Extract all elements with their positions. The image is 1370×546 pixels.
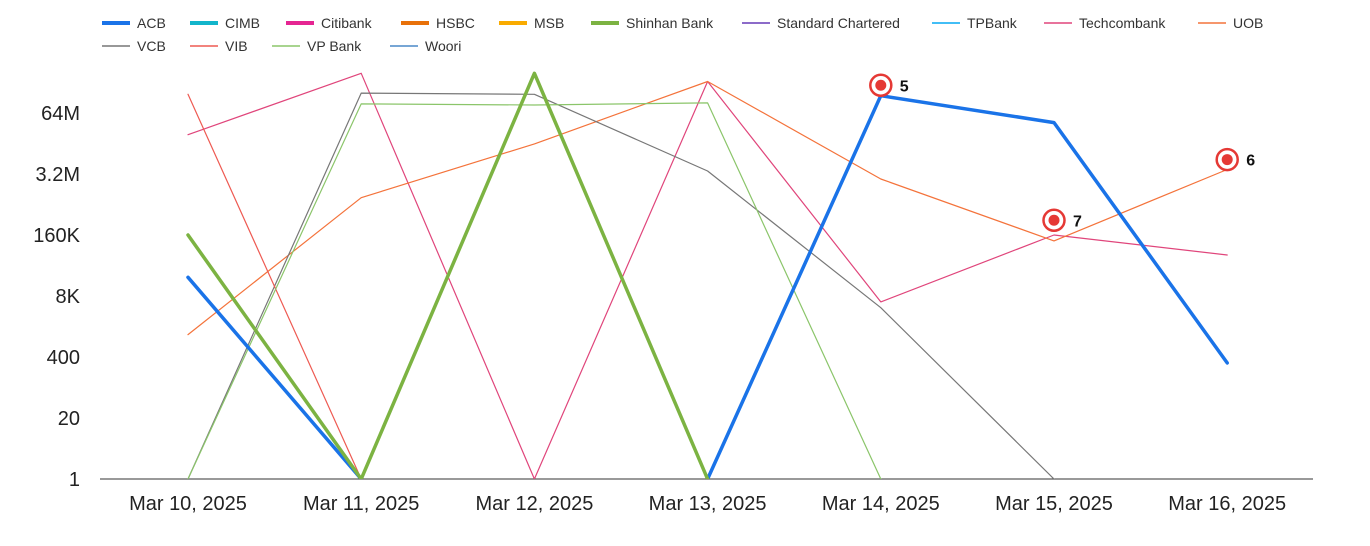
y-axis: 1 20 400 8K 160K 3.2M 64M xyxy=(33,103,80,491)
y-tick-label: 400 xyxy=(47,347,80,369)
x-tick-label: Mar 10, 2025 xyxy=(129,493,247,515)
legend-item-hsbc[interactable]: HSBC xyxy=(401,15,475,31)
legend-item-standard-chartered[interactable]: Standard Chartered xyxy=(742,15,900,31)
x-tick-label: Mar 11, 2025 xyxy=(303,493,419,515)
legend-item-woori[interactable]: Woori xyxy=(390,38,461,54)
series-line-acb xyxy=(705,93,1229,479)
annotation-label: 7 xyxy=(1073,213,1082,230)
y-tick-label: 20 xyxy=(58,408,80,430)
annotation-marker[interactable]: 7 xyxy=(1042,208,1083,233)
legend-label: MSB xyxy=(534,15,564,31)
legend-label: Citibank xyxy=(321,15,373,31)
annotation-dot xyxy=(1221,154,1233,166)
legend-item-vp-bank[interactable]: VP Bank xyxy=(272,38,362,54)
x-tick-label: Mar 15, 2025 xyxy=(995,493,1113,515)
annotation-marker[interactable]: 5 xyxy=(869,73,909,98)
x-axis: Mar 10, 2025 Mar 11, 2025 Mar 12, 2025 Mar … xyxy=(100,478,1313,515)
series-line-acb xyxy=(186,275,363,479)
x-tick-label: Mar 13, 2025 xyxy=(649,493,767,515)
legend-label: Standard Chartered xyxy=(777,15,900,31)
y-tick-label: 8K xyxy=(56,286,81,308)
legend-item-citibank[interactable]: Citibank xyxy=(286,15,373,31)
legend-label: UOB xyxy=(1233,15,1263,31)
series-line-techcombank xyxy=(187,72,1228,479)
legend-item-techcombank[interactable]: Techcombank xyxy=(1044,15,1166,31)
y-tick-label: 1 xyxy=(69,469,80,491)
x-tick-label: Mar 16, 2025 xyxy=(1168,493,1286,515)
plot-area xyxy=(186,71,1229,479)
legend-label: Shinhan Bank xyxy=(626,15,714,31)
x-tick-label: Mar 14, 2025 xyxy=(822,493,940,515)
legend-item-vcb[interactable]: VCB xyxy=(102,38,166,54)
series-line-vib xyxy=(187,93,362,479)
annotation-label: 5 xyxy=(900,78,909,95)
legend-item-cimb[interactable]: CIMB xyxy=(190,15,260,31)
legend-label: VCB xyxy=(137,38,166,54)
y-tick-label: 64M xyxy=(41,103,80,125)
legend-label: CIMB xyxy=(225,15,260,31)
x-tick-label: Mar 12, 2025 xyxy=(475,493,593,515)
annotation-label: 6 xyxy=(1246,153,1255,170)
legend-item-vib[interactable]: VIB xyxy=(190,38,248,54)
annotation-dot xyxy=(875,79,887,91)
legend-item-shinhan-bank[interactable]: Shinhan Bank xyxy=(591,15,714,31)
series-line-vp-bank xyxy=(187,102,882,479)
series-line-shinhan-bank xyxy=(186,71,710,479)
legend: ACB CIMB Citibank HSBC MSB Shinhan Bank Standa… xyxy=(102,15,1263,54)
legend-label: Woori xyxy=(425,38,461,54)
legend-label: Techcombank xyxy=(1079,15,1166,31)
annotations: 5 6 7 xyxy=(869,73,1256,233)
legend-label: ACB xyxy=(137,15,166,31)
series-line-uob xyxy=(187,80,1228,336)
legend-label: VIB xyxy=(225,38,248,54)
legend-item-acb[interactable]: ACB xyxy=(102,15,166,31)
legend-label: VP Bank xyxy=(307,38,362,54)
annotation-dot xyxy=(1048,214,1060,226)
legend-item-uob[interactable]: UOB xyxy=(1198,15,1263,31)
legend-label: TPBank xyxy=(967,15,1018,31)
series-lines xyxy=(186,71,1229,479)
y-tick-label: 160K xyxy=(33,225,80,247)
legend-label: HSBC xyxy=(436,15,475,31)
series-line-vcb xyxy=(187,92,1055,479)
annotation-marker[interactable]: 6 xyxy=(1215,147,1256,172)
y-tick-label: 3.2M xyxy=(36,164,80,186)
legend-item-msb[interactable]: MSB xyxy=(499,15,564,31)
legend-item-tpbank[interactable]: TPBank xyxy=(932,15,1018,31)
